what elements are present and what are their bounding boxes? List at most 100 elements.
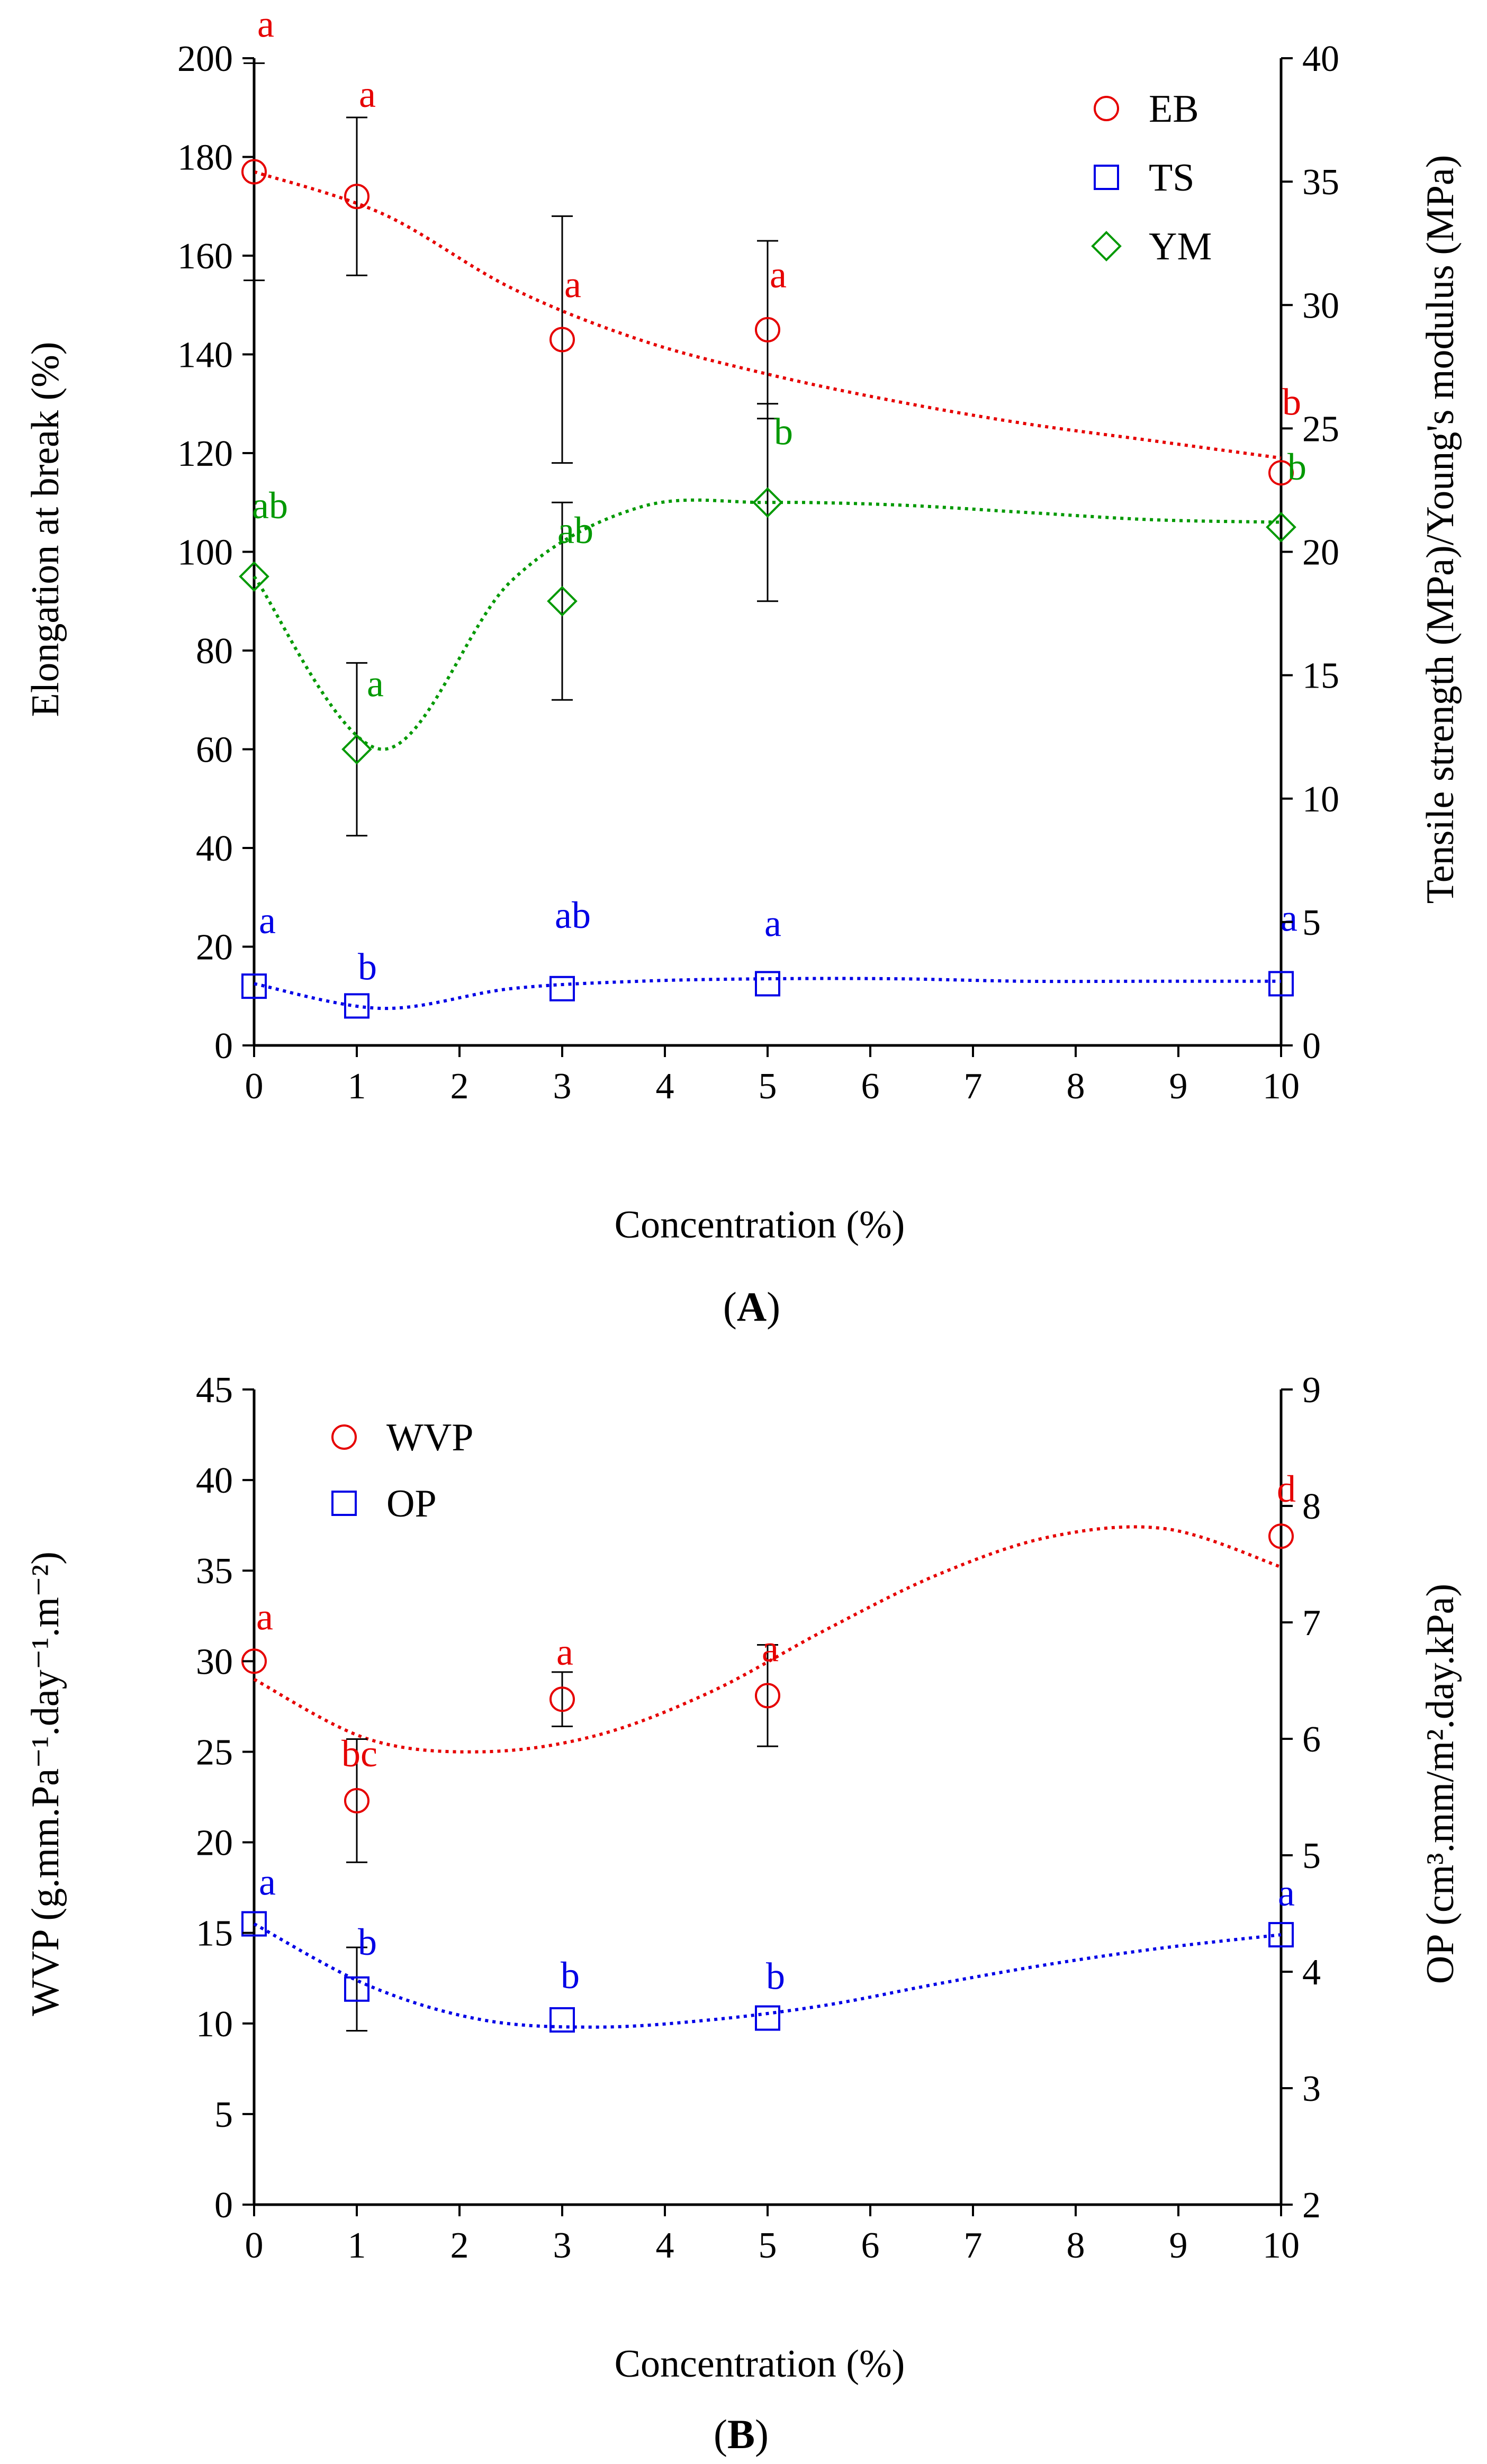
x-tick-label-b: 4 xyxy=(656,2225,674,2266)
data-point-eb xyxy=(1268,460,1294,486)
data-point-wvp xyxy=(549,1686,575,1712)
panel-letter-a: A xyxy=(737,1284,767,1330)
trend-line-op xyxy=(253,1922,1282,2029)
y-tick-label-left-a: 140 xyxy=(177,335,233,376)
significance-letter-op: a xyxy=(1278,1872,1295,1914)
data-point-ts xyxy=(549,976,575,1001)
x-tick-label-b: 3 xyxy=(553,2225,572,2266)
significance-letter-ts: a xyxy=(1281,897,1297,939)
data-point-ym xyxy=(547,585,578,617)
significance-letter-op: b xyxy=(766,1955,785,1998)
significance-letter-wvp: a xyxy=(762,1627,779,1669)
significance-letter-ts: a xyxy=(259,899,276,942)
x-tick-label-a: 2 xyxy=(450,1066,469,1107)
x-tick-label-b: 1 xyxy=(348,2225,366,2266)
legend-label-ts: TS xyxy=(1149,156,1194,200)
legend-marker-eb xyxy=(1094,96,1119,121)
significance-letter-op: b xyxy=(561,1954,580,1997)
y-tick-label-left-b: 25 xyxy=(196,1732,233,1773)
significance-letter-ts: ab xyxy=(555,894,591,936)
legend-marker-op xyxy=(331,1491,357,1516)
x-tick-label-b: 10 xyxy=(1263,2225,1300,2266)
legend-marker-ts xyxy=(1094,165,1119,190)
data-point-ts xyxy=(1268,971,1294,997)
x-tick-label-a: 9 xyxy=(1169,1066,1188,1107)
y-tick-label-right-b: 7 xyxy=(1302,1603,1321,1644)
data-point-eb xyxy=(755,317,780,342)
data-point-op xyxy=(549,2007,575,2033)
y-tick-label-right-a: 20 xyxy=(1302,532,1339,573)
y-tick-label-right-a: 40 xyxy=(1302,39,1339,79)
significance-letter-ym: a xyxy=(367,663,384,705)
data-point-wvp xyxy=(755,1683,780,1709)
legend-marker-wvp xyxy=(331,1424,357,1450)
y-axis-title-left-b: WVP (g.mm.Pa⁻¹.day⁻¹.m⁻²) xyxy=(24,1551,67,2016)
x-tick-label-b: 5 xyxy=(759,2225,777,2266)
x-axis-title-b: Concentration (%) xyxy=(615,2342,905,2386)
y-axis-title-left-a: Elongation at break (%) xyxy=(24,342,67,717)
x-tick-label-a: 3 xyxy=(553,1066,572,1107)
y-axis-title-right-b: OP (cm³.mm/m².day.kPa) xyxy=(1419,1584,1462,1984)
y-tick-label-left-b: 0 xyxy=(214,2185,233,2226)
significance-letter-ym: b xyxy=(1287,446,1306,488)
data-point-op xyxy=(755,2005,780,2031)
data-point-ym xyxy=(341,734,372,765)
y-tick-label-left-a: 0 xyxy=(214,1026,233,1067)
y-tick-label-left-b: 5 xyxy=(214,2095,233,2135)
y-tick-label-left-a: 60 xyxy=(196,730,233,771)
data-point-wvp xyxy=(344,1788,370,1813)
legend-label-wvp: WVP xyxy=(386,1416,473,1459)
x-tick-label-a: 8 xyxy=(1067,1066,1085,1107)
x-tick-label-a: 6 xyxy=(861,1066,880,1107)
y-tick-label-right-b: 3 xyxy=(1302,2069,1321,2109)
significance-letter-eb: a xyxy=(770,254,787,296)
y-tick-label-right-b: 9 xyxy=(1302,1370,1321,1411)
y-tick-label-right-a: 5 xyxy=(1302,902,1321,943)
significance-letter-ym: ab xyxy=(557,509,593,552)
data-point-eb xyxy=(344,184,370,210)
data-point-ym xyxy=(752,487,783,518)
legend-label-eb: EB xyxy=(1149,87,1199,131)
x-tick-label-b: 7 xyxy=(964,2225,983,2266)
data-point-ts xyxy=(344,993,370,1019)
x-axis-title-a: Concentration (%) xyxy=(615,1203,905,1247)
y-tick-label-right-a: 25 xyxy=(1302,409,1339,449)
significance-letter-ym: ab xyxy=(252,484,288,527)
y-tick-label-left-a: 40 xyxy=(196,828,233,869)
panel-letter-b: B xyxy=(727,2411,755,2457)
data-point-eb xyxy=(241,159,267,185)
y-tick-label-left-b: 30 xyxy=(196,1641,233,1682)
x-tick-label-a: 1 xyxy=(348,1066,366,1107)
data-point-op xyxy=(241,1911,267,1937)
y-tick-label-left-b: 20 xyxy=(196,1823,233,1864)
y-tick-label-left-a: 100 xyxy=(177,532,233,573)
significance-letter-ym: b xyxy=(774,410,793,453)
y-tick-label-right-b: 5 xyxy=(1302,1836,1321,1876)
data-point-ts xyxy=(755,971,780,997)
data-point-op xyxy=(344,1976,370,2002)
x-tick-label-b: 8 xyxy=(1067,2225,1085,2266)
y-tick-label-left-a: 120 xyxy=(177,434,233,474)
y-tick-label-right-b: 4 xyxy=(1302,1952,1321,1993)
y-tick-label-left-b: 10 xyxy=(196,2004,233,2045)
significance-letter-ts: b xyxy=(358,945,377,988)
y-tick-label-right-a: 35 xyxy=(1302,162,1339,203)
y-tick-label-left-a: 200 xyxy=(177,39,233,79)
significance-letter-eb: a xyxy=(257,3,274,45)
y-tick-label-right-b: 2 xyxy=(1302,2185,1321,2226)
data-point-op xyxy=(1268,1922,1294,1948)
legend-label-ym: YM xyxy=(1149,225,1212,268)
y-tick-label-left-b: 40 xyxy=(196,1460,233,1501)
y-axis-title-right-a: Tensile strength (MPa)/Young's modulus (… xyxy=(1419,155,1462,904)
significance-letter-wvp: a xyxy=(256,1595,273,1638)
significance-letter-wvp: bc xyxy=(341,1732,377,1775)
y-tick-label-right-a: 10 xyxy=(1302,779,1339,820)
x-tick-label-b: 6 xyxy=(861,2225,880,2266)
data-point-ts xyxy=(241,973,267,999)
x-tick-label-b: 9 xyxy=(1169,2225,1188,2266)
significance-letter-eb: a xyxy=(564,264,581,306)
panel-label-a: (A) xyxy=(723,1284,780,1330)
significance-letter-eb: b xyxy=(1282,381,1301,423)
